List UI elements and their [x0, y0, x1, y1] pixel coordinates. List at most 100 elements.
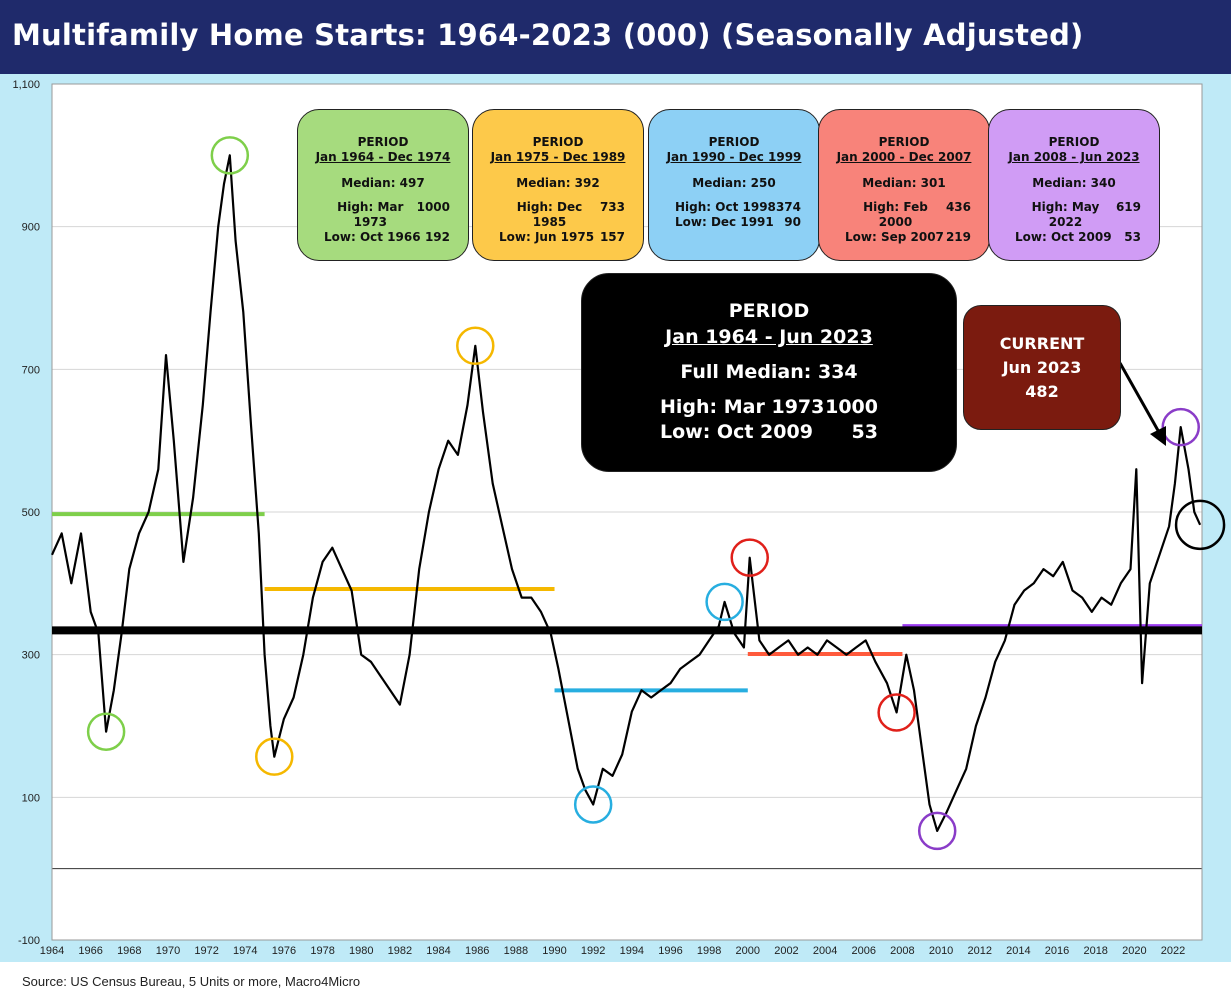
- x-tick-label: 1992: [581, 945, 605, 957]
- y-tick-label: -100: [18, 935, 40, 947]
- x-tick-label: 1966: [78, 945, 102, 957]
- extreme-marker-circle: [1161, 407, 1200, 447]
- starts-series-line: [50, 154, 1202, 832]
- period-box-2000-2007: PERIOD Jan 2000 - Dec 2007 Median: 301 H…: [818, 109, 990, 261]
- period-median: Median: 250: [692, 176, 776, 190]
- chart-title: Multifamily Home Starts: 1964-2023 (000)…: [12, 18, 1084, 52]
- period-high-value: 619: [1115, 200, 1141, 214]
- x-tick-label: 1976: [272, 945, 296, 957]
- x-tick-label: 1984: [426, 945, 450, 957]
- period-range: Jan 1990 - Dec 1999: [666, 150, 802, 164]
- full-low-label: Low: Oct 2009: [660, 421, 813, 443]
- period-high-value: 374: [775, 200, 801, 214]
- period-box-1964-1974: PERIOD Jan 1964 - Dec 1974 Median: 497 H…: [297, 109, 469, 261]
- period-low-value: 157: [599, 230, 625, 244]
- period-high-value: 1000: [416, 200, 450, 214]
- period-range: Jan 1964 - Dec 1974: [315, 150, 451, 164]
- y-tick-label: 300: [22, 650, 40, 662]
- period-box-1975-1989: PERIOD Jan 1975 - Dec 1989 Median: 392 H…: [472, 109, 644, 261]
- period-high-label: High: Feb 2000: [863, 200, 928, 229]
- x-tick-label: 1994: [620, 945, 644, 957]
- extreme-marker-circle: [456, 326, 495, 366]
- period-low-value: 219: [945, 230, 971, 244]
- x-tick-label: 2012: [967, 945, 991, 957]
- x-tick-label: 1986: [465, 945, 489, 957]
- x-tick-label: 2018: [1083, 945, 1107, 957]
- y-tick-label: 900: [22, 222, 40, 234]
- x-tick-label: 1988: [504, 945, 528, 957]
- extreme-marker-circle: [705, 582, 744, 622]
- extreme-marker-circle: [210, 136, 250, 175]
- x-tick-label: 1990: [542, 945, 566, 957]
- y-tick-label: 500: [22, 507, 40, 519]
- period-low-label: Low: Oct 1966: [324, 230, 421, 244]
- current-date: Jun 2023: [1002, 358, 1082, 377]
- x-tick-label: 2014: [1006, 945, 1030, 957]
- x-tick-label: 2022: [1161, 945, 1185, 957]
- current-value: 482: [1025, 382, 1059, 401]
- x-tick-label: 1968: [117, 945, 141, 957]
- full-period-range: Jan 1964 - Jun 2023: [665, 326, 873, 348]
- x-tick-label: 1978: [310, 945, 334, 957]
- x-tick-label: 2004: [813, 945, 837, 957]
- x-tick-label: 1970: [156, 945, 180, 957]
- x-tick-label: 2008: [890, 945, 914, 957]
- period-median: Median: 392: [516, 176, 600, 190]
- period-low-label: Low: Dec 1991: [675, 215, 774, 229]
- x-tick-label: 1974: [233, 945, 257, 957]
- period-box-2008-2023: PERIOD Jan 2008 - Jun 2023 Median: 340 H…: [988, 109, 1160, 261]
- x-tick-label: 2016: [1045, 945, 1069, 957]
- x-tick-label: 1982: [388, 945, 412, 957]
- period-high-value: 733: [599, 200, 625, 214]
- period-high-label: High: Mar 1973: [337, 200, 404, 229]
- extreme-marker-circle: [730, 538, 769, 577]
- period-range: Jan 2000 - Dec 2007: [836, 150, 972, 164]
- extreme-marker-circle: [86, 712, 126, 751]
- full-period-title: PERIOD: [728, 300, 810, 322]
- full-period-box: PERIOD Jan 1964 - Jun 2023 Full Median: …: [581, 273, 957, 472]
- extreme-marker-circle: [255, 737, 294, 776]
- period-title: PERIOD: [1048, 135, 1100, 149]
- full-low-value: 53: [851, 421, 878, 443]
- period-low-label: Low: Oct 2009: [1015, 230, 1112, 244]
- title-bar: Multifamily Home Starts: 1964-2023 (000)…: [0, 0, 1231, 74]
- period-low-label: Low: Jun 1975: [499, 230, 595, 244]
- x-tick-label: 1998: [697, 945, 721, 957]
- period-title: PERIOD: [878, 135, 930, 149]
- period-median: Median: 340: [1032, 176, 1116, 190]
- period-low-value: 192: [424, 230, 450, 244]
- current-arrow-head: [1150, 426, 1166, 446]
- current-value-box: CURRENT Jun 2023 482: [963, 305, 1121, 430]
- x-tick-label: 2006: [852, 945, 876, 957]
- period-range: Jan 2008 - Jun 2023: [1008, 150, 1140, 164]
- x-tick-label: 1980: [349, 945, 373, 957]
- x-tick-label: 2000: [736, 945, 760, 957]
- y-tick-label: 100: [22, 792, 40, 804]
- period-low-value: 53: [1124, 230, 1141, 244]
- period-high-value: 436: [945, 200, 971, 214]
- period-range: Jan 1975 - Dec 1989: [490, 150, 626, 164]
- period-box-1990-1999: PERIOD Jan 1990 - Dec 1999 Median: 250 H…: [648, 109, 820, 261]
- y-tick-label: 1,100: [12, 79, 40, 91]
- source-note: Source: US Census Bureau, 5 Units or mor…: [22, 974, 361, 989]
- period-median: Median: 497: [341, 176, 425, 190]
- period-low-value: 90: [784, 215, 801, 229]
- extreme-marker-circle: [573, 785, 613, 824]
- current-title: CURRENT: [999, 334, 1085, 353]
- x-tick-label: 1996: [658, 945, 682, 957]
- period-median: Median: 301: [862, 176, 946, 190]
- x-tick-label: 2002: [774, 945, 798, 957]
- extreme-marker-circle: [877, 693, 916, 732]
- current-arrow-line: [1118, 362, 1162, 435]
- plot-border: [51, 83, 1203, 941]
- y-tick-label: 700: [22, 364, 40, 376]
- period-low-label: Low: Sep 2007: [845, 230, 944, 244]
- period-title: PERIOD: [532, 135, 584, 149]
- extreme-marker-circle: [917, 811, 957, 851]
- x-tick-label: 1972: [194, 945, 218, 957]
- period-high-label: High: Dec 1985: [516, 200, 583, 229]
- x-tick-label: 2020: [1122, 945, 1146, 957]
- x-tick-label: 1964: [40, 945, 64, 957]
- period-high-label: High: Oct 1998: [675, 200, 776, 214]
